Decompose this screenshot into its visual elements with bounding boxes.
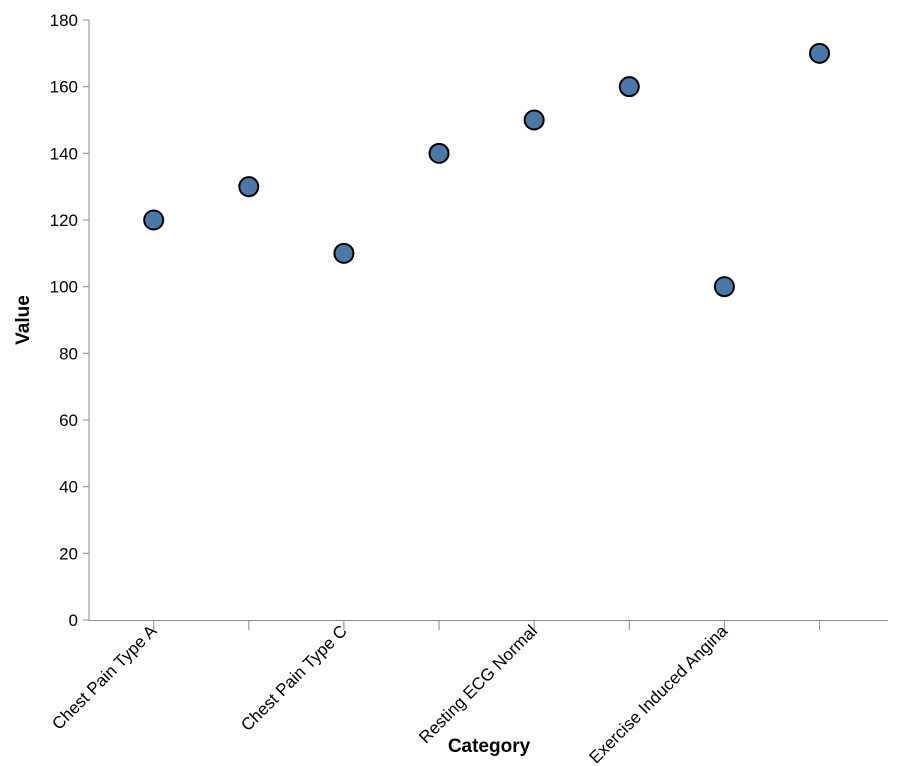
y-axis: 0 20 40 60 80 100 120 140 160 180 xyxy=(50,11,90,630)
data-point xyxy=(333,242,355,264)
y-axis-title: Value xyxy=(13,295,34,345)
data-points xyxy=(143,42,831,298)
data-point xyxy=(238,176,260,198)
x-tick-label: Resting ECG Normal xyxy=(415,621,541,747)
data-point xyxy=(618,76,640,98)
x-axis-title: Category xyxy=(448,736,531,757)
y-tick-label: 80 xyxy=(59,344,78,363)
x-tick-label: Chest Pain Type C xyxy=(237,621,350,734)
data-point xyxy=(713,276,735,298)
data-point xyxy=(143,209,165,231)
x-tick-label: Chest Pain Type A xyxy=(48,621,161,734)
y-tick-label: 60 xyxy=(59,411,78,430)
y-tick-label: 180 xyxy=(50,11,78,30)
data-point xyxy=(428,142,450,164)
y-tick-label: 20 xyxy=(59,544,78,563)
y-tick-label: 100 xyxy=(50,278,78,297)
x-tick-label: Exercise Induced Angina xyxy=(585,621,731,766)
y-tick-label: 0 xyxy=(69,611,78,630)
data-point xyxy=(523,109,545,131)
y-tick-label: 140 xyxy=(50,144,78,163)
y-tick-label: 40 xyxy=(59,478,78,497)
data-point xyxy=(809,42,831,64)
y-tick-label: 120 xyxy=(50,211,78,230)
y-tick-label: 160 xyxy=(50,78,78,97)
